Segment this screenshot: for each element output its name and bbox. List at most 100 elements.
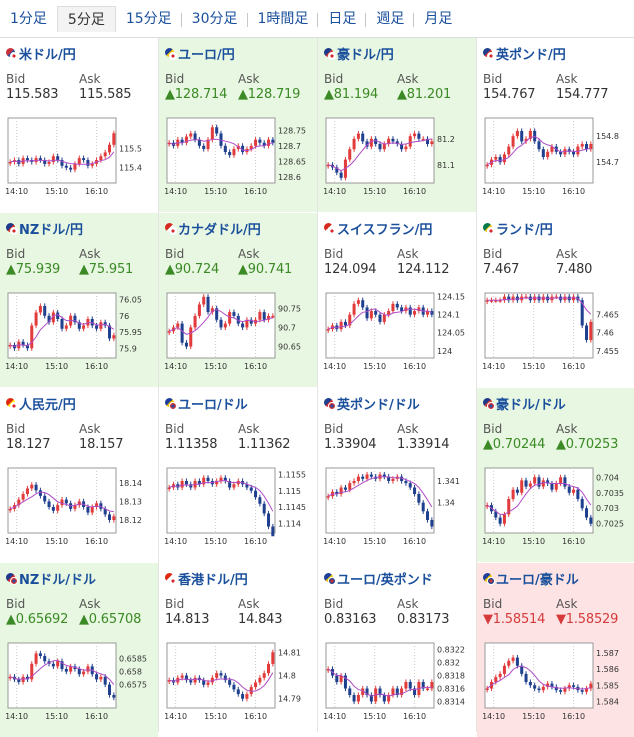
pair-name[interactable]: 英ポンド/円 — [496, 48, 566, 63]
candle — [56, 505, 60, 511]
price-chart[interactable]: 14:10 15:10 16:10 7.465 7.46 7.455 — [482, 290, 630, 372]
pair-name[interactable]: ランド/円 — [496, 223, 553, 238]
price-chart[interactable]: 14:10 15:10 16:10 1.1155 1.115 1.1145 1.114 — [164, 465, 312, 547]
pair-name[interactable]: カナダドル/円 — [178, 223, 261, 238]
pair-name[interactable]: 人民元/円 — [19, 398, 76, 413]
candle — [38, 306, 42, 313]
pair-card[interactable]: 英ポンド/円 Bid Ask 154.767 154.777 14:10 15:10 16:1… — [477, 38, 634, 212]
tab-5[interactable]: 日足 — [318, 6, 367, 32]
candle — [494, 157, 498, 160]
tab-4[interactable]: 1時間足 — [248, 6, 319, 32]
candle — [254, 139, 258, 146]
chart-svg: 14:10 15:10 16:10 90.75 90.7 90.65 — [164, 292, 301, 371]
price-chart[interactable]: 14:10 15:10 16:10 0.6585 0.658 0.6575 — [5, 640, 153, 722]
pair-card[interactable]: ユーロ/円 Bid Ask ▲128.714 ▲128.719 14:10 15:10 16:… — [159, 38, 317, 212]
price-chart[interactable]: 14:10 15:10 16:10 76.05 76 75.95 75.9 — [5, 290, 153, 372]
pair-title[interactable]: 香港ドル/円 — [165, 569, 248, 588]
pair-title[interactable]: 英ポンド/ドル — [324, 394, 420, 413]
pair-card[interactable]: 英ポンド/ドル Bid Ask 1.33904 1.33914 14:10 15:10 16:… — [318, 388, 476, 562]
pair-title[interactable]: NZドル/円 — [6, 219, 83, 238]
y-tick-label: 128.65 — [278, 157, 306, 166]
pair-title[interactable]: スイスフラン/円 — [324, 219, 432, 238]
price-chart[interactable]: 14:10 15:10 16:10 1.341 1.34 — [323, 465, 471, 547]
price-chart[interactable]: 14:10 15:10 16:10 81.2 81.1 — [323, 115, 471, 197]
pair-card[interactable]: 豪ドル/ドル Bid Ask ▲0.70244 ▲0.70253 14:10 15:10 16… — [477, 388, 634, 562]
x-tick-label: 14:10 — [164, 187, 187, 196]
pair-card[interactable]: 人民元/円 Bid Ask 18.127 18.157 14:10 15:10 16:10 18… — [0, 388, 158, 562]
pair-card[interactable]: ユーロ/ドル Bid Ask 1.11358 1.11362 14:10 15:10 16:1… — [159, 388, 317, 562]
pair-title[interactable]: NZドル/ドル — [6, 569, 96, 588]
pair-name[interactable]: ユーロ/ドル — [178, 398, 248, 413]
x-tick-label: 14:10 — [5, 187, 28, 196]
tab-2[interactable]: 15分足 — [116, 6, 182, 32]
pair-title[interactable]: 豪ドル/ドル — [483, 394, 566, 413]
price-chart[interactable]: 14:10 15:10 16:10 0.8322 0.832 0.8318 0.8316 0.… — [323, 640, 471, 722]
pair-card[interactable]: スイスフラン/円 Bid Ask 124.094 124.112 14:10 15:10 16… — [318, 213, 476, 387]
pair-card[interactable]: 豪ドル/円 Bid Ask ▲81.194 ▲81.201 14:10 15:10 16:10… — [318, 38, 476, 212]
tab-0[interactable]: 1分足 — [10, 11, 47, 27]
price-chart[interactable]: 14:10 15:10 16:10 90.75 90.7 90.65 — [164, 290, 312, 372]
price-chart[interactable]: 14:10 15:10 16:10 1.587 1.586 1.585 1.584 — [482, 640, 630, 722]
pair-title[interactable]: ユーロ/ドル — [165, 394, 248, 413]
candle — [236, 481, 240, 485]
pair-title[interactable]: 英ポンド/円 — [483, 44, 566, 63]
pair-name[interactable]: 英ポンド/ドル — [337, 398, 420, 413]
pair-card[interactable]: 香港ドル/円 Bid Ask 14.813 14.843 14:10 15:10 16:10 1… — [159, 563, 317, 737]
pair-name[interactable]: 豪ドル/ドル — [496, 398, 566, 413]
pair-title[interactable]: ユーロ/円 — [165, 44, 235, 63]
pair-card[interactable]: 米ドル/円 Bid Ask 115.583 115.585 14:10 15:10 16:10… — [0, 38, 158, 212]
grid-divider — [317, 38, 318, 732]
ca-flag-icon — [165, 222, 177, 235]
tab-1[interactable]: 5分足 — [56, 6, 116, 32]
price-chart[interactable]: 14:10 15:10 16:10 154.8 154.7 — [482, 115, 630, 197]
pair-title[interactable]: ユーロ/英ポンド — [324, 569, 433, 588]
candle — [387, 695, 391, 702]
pair-title[interactable]: 人民元/円 — [6, 394, 76, 413]
tab-3[interactable]: 30分足 — [182, 6, 248, 32]
tab-6[interactable]: 週足 — [366, 6, 415, 32]
pair-name[interactable]: 豪ドル/円 — [337, 48, 394, 63]
price-chart[interactable]: 14:10 15:10 16:10 124.15 124.1 124.05 124 — [323, 290, 471, 372]
moving-average-line — [10, 659, 115, 685]
pair-name[interactable]: NZドル/ドル — [19, 573, 97, 588]
pair-title[interactable]: ユーロ/豪ドル — [483, 569, 579, 588]
y-tick-label: 1.34 — [437, 499, 455, 508]
price-chart[interactable]: 14:10 15:10 16:10 0.704 0.7035 0.703 0.7025 — [482, 465, 630, 547]
pair-name[interactable]: 香港ドル/円 — [178, 573, 248, 588]
candle — [43, 495, 47, 502]
tab-7[interactable]: 月足 — [424, 11, 453, 27]
pair-name[interactable]: NZドル/円 — [19, 223, 84, 238]
pair-card[interactable]: ユーロ/豪ドル Bid Ask ▼1.58514 ▼1.58529 14:10 15:10 1… — [477, 563, 634, 737]
y-tick-label: 75.95 — [119, 328, 142, 337]
pair-name[interactable]: ユーロ/円 — [178, 48, 235, 63]
pair-name[interactable]: 米ドル/円 — [19, 48, 76, 63]
pair-name[interactable]: スイスフラン/円 — [337, 223, 433, 238]
ask-value: 18.157 — [79, 437, 124, 452]
candle — [228, 312, 232, 324]
price-chart[interactable]: 14:10 15:10 16:10 128.75 128.7 128.65 128.6 — [164, 115, 312, 197]
pair-title[interactable]: 米ドル/円 — [6, 44, 76, 63]
candle — [408, 307, 412, 315]
pair-card[interactable]: NZドル/円 Bid Ask ▲75.939 ▲75.951 14:10 15:10 16:1… — [0, 213, 158, 387]
candle — [51, 507, 55, 511]
candle — [400, 688, 404, 695]
candle — [258, 312, 262, 320]
pair-name[interactable]: ユーロ/英ポンド — [337, 573, 433, 588]
pair-card[interactable]: ランド/円 Bid Ask 7.467 7.480 14:10 15:10 16:10 7.46… — [477, 213, 634, 387]
pair-title[interactable]: ランド/円 — [483, 219, 553, 238]
y-tick-label: 18.14 — [119, 479, 142, 488]
pair-name[interactable]: ユーロ/豪ドル — [496, 573, 579, 588]
pair-card[interactable]: NZドル/ドル Bid Ask ▲0.65692 ▲0.65708 14:10 15:10 1… — [0, 563, 158, 737]
pair-card[interactable]: カナダドル/円 Bid Ask ▲90.724 ▲90.741 14:10 15:10 16:… — [159, 213, 317, 387]
candle — [511, 657, 515, 661]
moving-average-line — [328, 138, 432, 172]
price-chart[interactable]: 14:10 15:10 16:10 18.14 18.13 18.12 — [5, 465, 153, 547]
pair-card[interactable]: ユーロ/英ポンド Bid Ask 0.83163 0.83173 14:10 15:10 16… — [318, 563, 476, 737]
candle — [335, 325, 339, 330]
price-chart[interactable]: 14:10 15:10 16:10 115.5 115.4 — [5, 115, 153, 197]
pair-title[interactable]: カナダドル/円 — [165, 219, 261, 238]
pair-title[interactable]: 豪ドル/円 — [324, 44, 394, 63]
candle — [103, 322, 107, 326]
price-chart[interactable]: 14:10 15:10 16:10 14.81 14.8 14.79 — [164, 640, 312, 722]
plot-area — [166, 117, 276, 184]
